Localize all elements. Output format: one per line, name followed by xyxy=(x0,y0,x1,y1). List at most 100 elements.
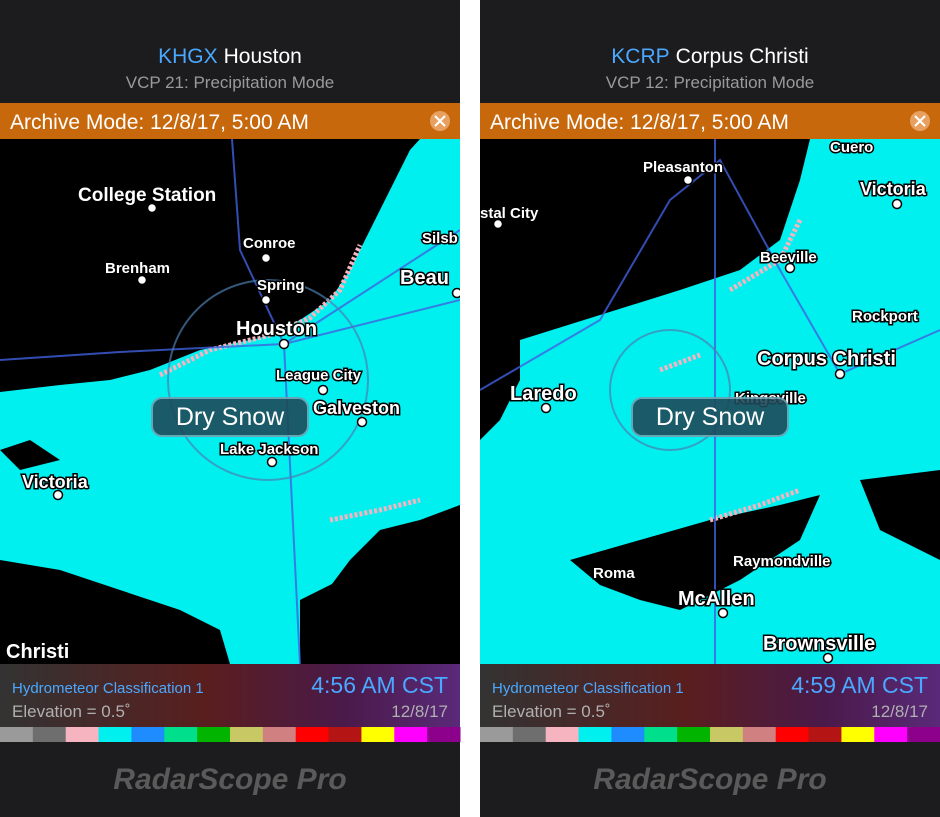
elevation: Elevation = 0.5˚ xyxy=(492,702,611,721)
city-label: Brenham xyxy=(105,260,170,277)
overlay-label: Dry Snow xyxy=(656,403,765,431)
legend-swatch xyxy=(512,727,547,742)
legend-swatch xyxy=(874,727,908,742)
product-name: Hydrometeor Classification 1 xyxy=(492,680,684,697)
station-id: KCRP xyxy=(611,45,669,68)
city-label: College Station xyxy=(78,185,216,206)
city-dot xyxy=(317,384,329,396)
product-name: Hydrometeor Classification 1 xyxy=(12,680,204,697)
archive-mode: Archive Mode: 12/8/17, 5:00 AM xyxy=(10,111,309,134)
city-label: Cuero xyxy=(830,139,873,156)
scan-mode: VCP 21: Precipitation Mode xyxy=(126,73,335,92)
city-dot xyxy=(891,198,903,210)
city-label: Beau xyxy=(400,267,449,289)
close-icon xyxy=(914,115,926,127)
radar-panel: KCRP Corpus Christi VCP 12: Precipitation … xyxy=(480,0,940,817)
city-label: Corpus Christi xyxy=(757,348,896,370)
legend-swatch xyxy=(480,727,514,742)
elevation: Elevation = 0.5˚ xyxy=(12,702,131,721)
legend-swatch xyxy=(742,727,777,742)
info-bar xyxy=(0,664,460,727)
city-dot xyxy=(260,294,272,306)
legend-swatch xyxy=(394,727,428,742)
brand: RadarScope Pro xyxy=(593,763,826,796)
range-ring xyxy=(167,279,369,481)
scan-time: 4:56 AM CST xyxy=(311,672,448,698)
city-dot xyxy=(356,416,368,428)
legend-swatch xyxy=(65,727,100,742)
city-dot xyxy=(52,489,64,501)
city-dot xyxy=(682,174,694,186)
station-title: KCRP Corpus Christi xyxy=(611,45,808,68)
scan-time: 4:59 AM CST xyxy=(791,672,928,698)
city-dot xyxy=(834,368,846,380)
legend-swatch xyxy=(164,727,198,742)
clear-area xyxy=(860,470,940,560)
city-dot xyxy=(266,456,278,468)
city-label: McAllen xyxy=(678,588,755,610)
legend-swatch xyxy=(644,727,678,742)
city-dot xyxy=(451,287,460,299)
station-city: Houston xyxy=(224,45,302,68)
radar-panel: KHGX Houston VCP 21: Precipitation Mode Arc… xyxy=(0,0,461,817)
city-label: Conroe xyxy=(243,235,296,252)
city-label: stal City xyxy=(480,205,539,222)
city-label: Spring xyxy=(257,277,305,294)
legend-swatch xyxy=(427,727,461,742)
city-label: Victoria xyxy=(22,472,89,492)
city-dot xyxy=(492,218,504,230)
legend-swatch xyxy=(295,727,330,742)
city-dot xyxy=(146,202,158,214)
overlay-pill xyxy=(151,397,309,437)
city-label: Pleasanton xyxy=(643,159,723,176)
station-city: Corpus Christi xyxy=(676,45,809,68)
city-label: Brownsville xyxy=(763,633,875,655)
city-dot xyxy=(136,274,148,286)
station-id: KHGX xyxy=(158,45,218,68)
overlay-pill xyxy=(631,397,789,437)
legend-swatch xyxy=(328,727,362,742)
city-label: League City xyxy=(276,367,362,384)
archive-mode: Archive Mode: 12/8/17, 5:00 AM xyxy=(490,111,789,134)
legend-swatch xyxy=(230,727,264,742)
scan-date: 12/8/17 xyxy=(391,702,448,721)
mixed-edge xyxy=(158,243,421,523)
city-dot xyxy=(784,262,796,274)
legend-swatch xyxy=(808,727,842,742)
legend-swatch xyxy=(907,727,940,742)
legend-swatch xyxy=(131,727,165,742)
city-label: Roma xyxy=(593,565,635,582)
scan-mode: VCP 12: Precipitation Mode xyxy=(606,73,815,92)
overlay-label: Dry Snow xyxy=(176,403,285,431)
legend-swatch xyxy=(677,727,711,742)
legend-swatch xyxy=(361,727,395,742)
city-label: Rockport xyxy=(852,308,918,325)
legend-swatch xyxy=(545,727,580,742)
clear-area xyxy=(300,530,460,664)
city-dot xyxy=(278,338,290,350)
legend-swatch xyxy=(841,727,875,742)
legend-swatch xyxy=(262,727,297,742)
city-label: Houston xyxy=(236,318,317,340)
city-label: Silsb xyxy=(422,230,458,247)
mixed-edge xyxy=(659,218,803,523)
city-dot xyxy=(822,652,834,664)
city-label: Beeville xyxy=(760,249,817,266)
legend-swatch xyxy=(710,727,744,742)
info-bar xyxy=(480,664,940,727)
station-title: KHGX Houston xyxy=(158,45,302,68)
city-label: Galveston xyxy=(313,398,400,418)
clear-area xyxy=(0,560,230,664)
legend-swatch xyxy=(32,727,67,742)
archive-bar xyxy=(0,103,460,139)
archive-bar xyxy=(480,103,940,139)
brand: RadarScope Pro xyxy=(113,763,346,796)
legend-swatch xyxy=(98,727,132,742)
legend-swatch xyxy=(0,727,34,742)
city-dot xyxy=(717,607,729,619)
clear-area xyxy=(570,495,820,610)
city-label: Victoria xyxy=(860,179,927,199)
legend-swatch xyxy=(775,727,810,742)
legend-swatch xyxy=(578,727,612,742)
